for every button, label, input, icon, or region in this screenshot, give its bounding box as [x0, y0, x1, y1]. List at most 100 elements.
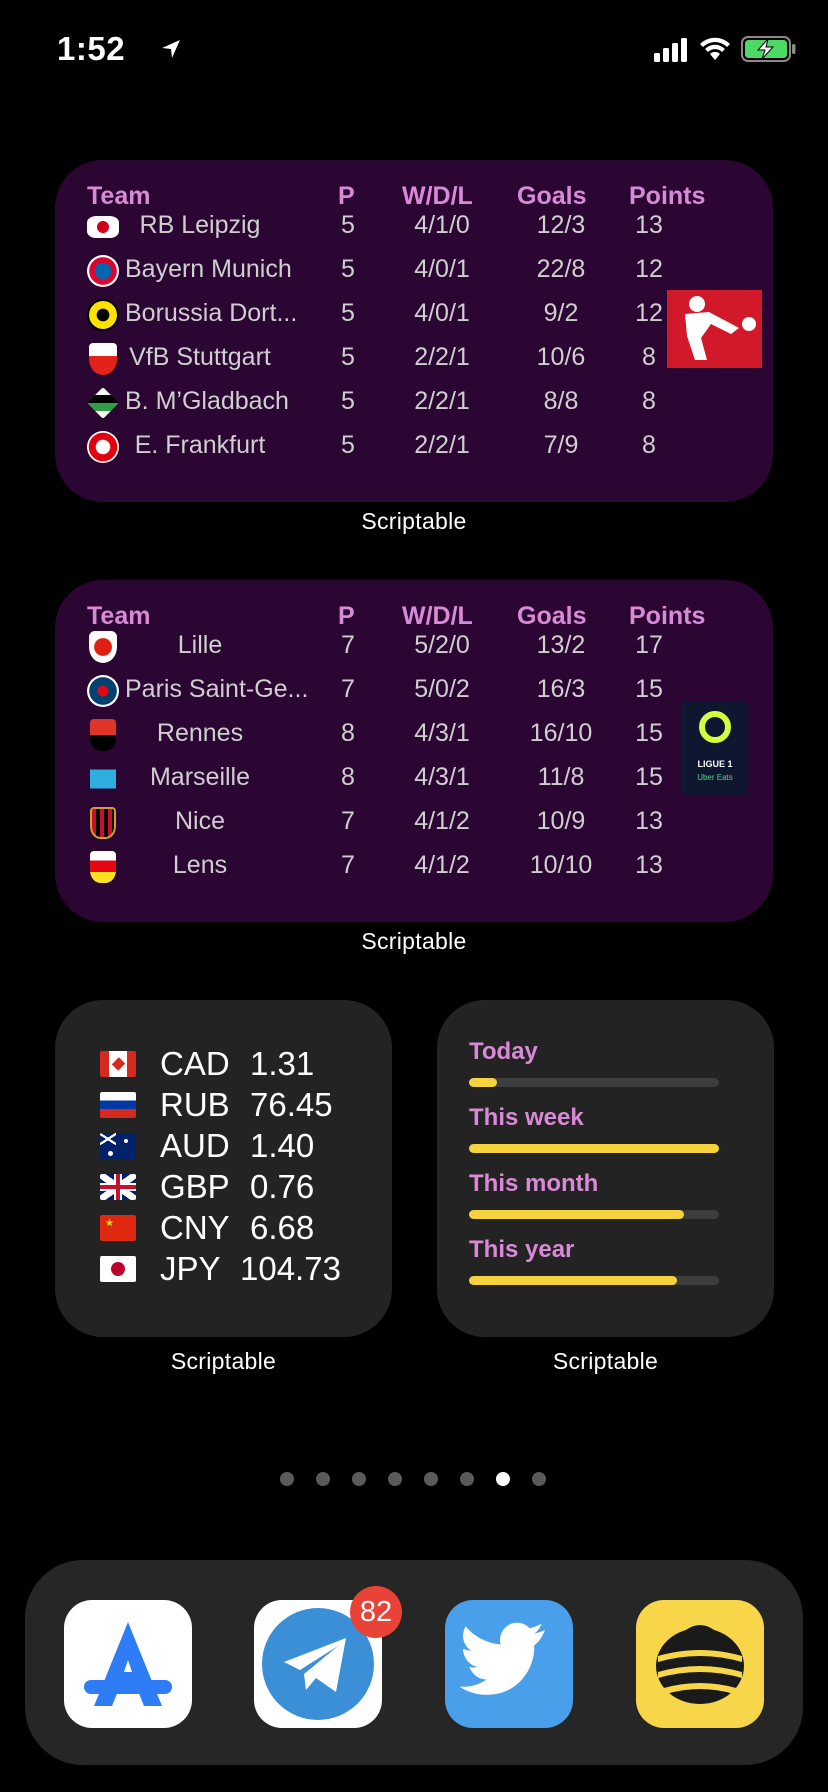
goals: 7/9 [543, 431, 579, 459]
canada-flag-icon [100, 1051, 136, 1077]
team-name: Lille [177, 631, 223, 659]
table-row: VfB Stuttgart 5 2/2/1 10/6 8 [55, 342, 773, 386]
team-name: Paris Saint-Ge... [125, 675, 309, 703]
russia-flag-icon [100, 1092, 136, 1118]
page-dot[interactable] [460, 1472, 474, 1486]
ligue1-logo-sponsor: Uber Eats [697, 773, 733, 782]
page-dot[interactable] [316, 1472, 330, 1486]
bundesliga-logo-icon [667, 290, 762, 368]
telegram-app[interactable]: 82 [254, 1586, 402, 1728]
team-name: RB Leipzig [139, 211, 261, 239]
table-row: B. M’Gladbach 5 2/2/1 8/8 8 [55, 386, 773, 430]
ligue1-logo-title: LIGUE 1 [697, 759, 733, 769]
location-arrow-icon [162, 40, 180, 58]
wdl: 2/2/1 [414, 431, 470, 459]
app-store-icon [84, 1622, 172, 1706]
psg-crest-icon [87, 675, 119, 707]
telegram-icon [262, 1608, 374, 1720]
table-row: Bayern Munich 5 4/0/1 22/8 12 [55, 254, 773, 298]
page-dot[interactable] [388, 1472, 402, 1486]
ligue1-table-widget[interactable]: Team P W/D/L Goals Points Lille 7 5/2/0 … [55, 580, 773, 922]
progress-item: Today [469, 1038, 719, 1087]
currency-rates-widget[interactable]: CAD 1.31 RUB 76.45 AUD 1.40 GBP 0.76 ★ C… [55, 1000, 392, 1337]
currency-code: GBP [160, 1168, 230, 1205]
table-row: Rennes 8 4/3/1 16/10 15 [55, 718, 773, 762]
goals: 10/9 [536, 807, 586, 835]
table-row: Nice 7 4/1/2 10/9 13 [55, 806, 773, 850]
bundesliga-table-widget[interactable]: Team P W/D/L Goals Points RB Leipzig 5 4… [55, 160, 773, 502]
time-progress-widget[interactable]: Today This week This month This year [437, 1000, 774, 1337]
currency-code: JPY [160, 1250, 221, 1287]
progress-label: This year [469, 1236, 575, 1263]
page-dot[interactable] [424, 1472, 438, 1486]
china-flag-icon: ★ [100, 1215, 136, 1241]
widget-label: Scriptable [361, 928, 467, 954]
goals: 11/8 [537, 763, 585, 791]
played: 8 [341, 719, 355, 747]
marseille-crest-icon [90, 763, 116, 795]
header-points: Points [629, 602, 706, 630]
played: 7 [341, 807, 355, 835]
currency-rate: 6.68 [250, 1209, 315, 1246]
wdl: 4/3/1 [414, 719, 470, 747]
played: 8 [341, 763, 355, 791]
points: 17 [635, 631, 663, 659]
table-row: Marseille 8 4/3/1 11/8 15 [55, 762, 773, 806]
goals: 12/3 [536, 211, 586, 239]
team-name: Nice [174, 807, 225, 835]
team-name: B. M’Gladbach [125, 387, 289, 415]
goals: 8/8 [543, 387, 579, 415]
header-team: Team [87, 182, 151, 210]
played: 5 [341, 299, 355, 327]
beeline-app[interactable] [636, 1600, 764, 1728]
progress-track [469, 1276, 719, 1285]
widget-label: Scriptable [170, 1348, 277, 1374]
page-dot[interactable] [280, 1472, 294, 1486]
goals: 10/6 [536, 343, 586, 371]
battery-charging-icon [741, 36, 796, 62]
progress-item: This year [469, 1236, 719, 1285]
currency-rate: 1.40 [250, 1127, 315, 1164]
currency-rate: 0.76 [250, 1168, 315, 1205]
points: 13 [635, 211, 663, 239]
page-dot[interactable] [352, 1472, 366, 1486]
bayern-munich-crest-icon [87, 255, 119, 287]
currency-row: AUD 1.40 [100, 1127, 370, 1168]
played: 7 [341, 851, 355, 879]
dock: 82 [25, 1560, 803, 1765]
wifi-icon [700, 37, 730, 60]
points: 8 [642, 387, 656, 415]
currency-row: GBP 0.76 [100, 1168, 370, 1209]
borussia-dortmund-crest-icon [87, 299, 119, 331]
table-row: E. Frankfurt 5 2/2/1 7/9 8 [55, 430, 773, 474]
japan-flag-icon [100, 1256, 136, 1282]
header-played: P [338, 182, 355, 210]
progress-fill [469, 1210, 684, 1219]
status-time: 1:52 [57, 30, 126, 67]
nice-crest-icon [90, 807, 116, 839]
goals: 13/2 [536, 631, 586, 659]
progress-fill [469, 1144, 719, 1153]
ligue1-logo-icon: LIGUE 1 Uber Eats [682, 701, 748, 795]
twitter-app[interactable] [445, 1600, 573, 1728]
header-played: P [338, 602, 355, 630]
points: 15 [635, 763, 663, 791]
team-name: Borussia Dort... [125, 299, 298, 327]
page-dot[interactable] [532, 1472, 546, 1486]
points: 13 [635, 851, 663, 879]
status-bar: 1:52 [0, 0, 828, 100]
goals: 16/3 [536, 675, 586, 703]
page-dot[interactable] [496, 1472, 510, 1486]
points: 12 [635, 255, 663, 283]
team-name: Marseille [149, 763, 251, 791]
page-indicator[interactable] [0, 1472, 828, 1490]
currency-rate: 1.31 [250, 1045, 315, 1082]
currency-row: RUB 76.45 [100, 1086, 370, 1127]
app-store-app[interactable] [64, 1600, 192, 1728]
table-row: Borussia Dort... 5 4/0/1 9/2 12 [55, 298, 773, 342]
wdl: 4/1/2 [414, 851, 470, 879]
progress-label: Today [469, 1038, 538, 1065]
progress-track [469, 1078, 719, 1087]
progress-label: This week [469, 1104, 584, 1131]
wdl: 2/2/1 [414, 387, 470, 415]
